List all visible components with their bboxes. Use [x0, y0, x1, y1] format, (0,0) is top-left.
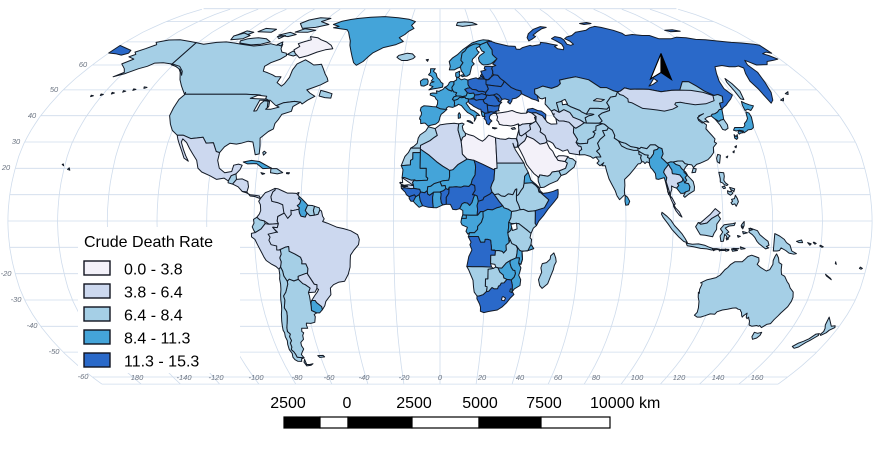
svg-text:20: 20 [477, 373, 487, 382]
svg-text:180: 180 [131, 373, 144, 382]
svg-text:140: 140 [712, 373, 725, 382]
svg-text:-60: -60 [324, 373, 336, 382]
svg-text:60: 60 [554, 373, 563, 382]
svg-text:-40: -40 [27, 321, 39, 330]
svg-text:6.4 - 8.4: 6.4 - 8.4 [124, 308, 183, 325]
svg-text:20: 20 [1, 163, 11, 172]
svg-text:7500: 7500 [526, 395, 562, 412]
svg-text:-100: -100 [248, 373, 264, 382]
svg-text:2500: 2500 [396, 395, 432, 412]
svg-text:40: 40 [28, 111, 37, 120]
svg-text:50: 50 [50, 85, 59, 94]
svg-text:100: 100 [631, 373, 644, 382]
svg-text:3.8 - 6.4: 3.8 - 6.4 [124, 285, 183, 302]
svg-text:-40: -40 [359, 373, 371, 382]
svg-text:2500: 2500 [270, 395, 306, 412]
svg-text:120: 120 [673, 373, 686, 382]
svg-text:5000: 5000 [462, 395, 498, 412]
svg-text:Crude Death Rate: Crude Death Rate [84, 234, 213, 251]
svg-text:0: 0 [343, 395, 352, 412]
svg-text:80: 80 [592, 373, 601, 382]
svg-text:30: 30 [12, 137, 21, 146]
svg-text:10000 km: 10000 km [590, 395, 660, 412]
svg-text:-120: -120 [208, 373, 224, 382]
svg-text:0: 0 [438, 373, 443, 382]
svg-text:160: 160 [751, 373, 764, 382]
svg-text:8.4 - 11.3: 8.4 - 11.3 [124, 331, 191, 348]
svg-text:0.0 - 3.8: 0.0 - 3.8 [124, 262, 183, 279]
svg-text:-30: -30 [11, 295, 23, 304]
svg-text:60: 60 [79, 60, 88, 69]
svg-text:-140: -140 [176, 373, 192, 382]
svg-text:40: 40 [516, 373, 525, 382]
svg-text:-20: -20 [1, 269, 13, 278]
svg-text:-20: -20 [399, 373, 411, 382]
svg-text:-50: -50 [49, 347, 61, 356]
svg-text:-60: -60 [78, 372, 90, 381]
svg-text:11.3 - 15.3: 11.3 - 15.3 [124, 354, 199, 371]
svg-text:-80: -80 [292, 373, 304, 382]
